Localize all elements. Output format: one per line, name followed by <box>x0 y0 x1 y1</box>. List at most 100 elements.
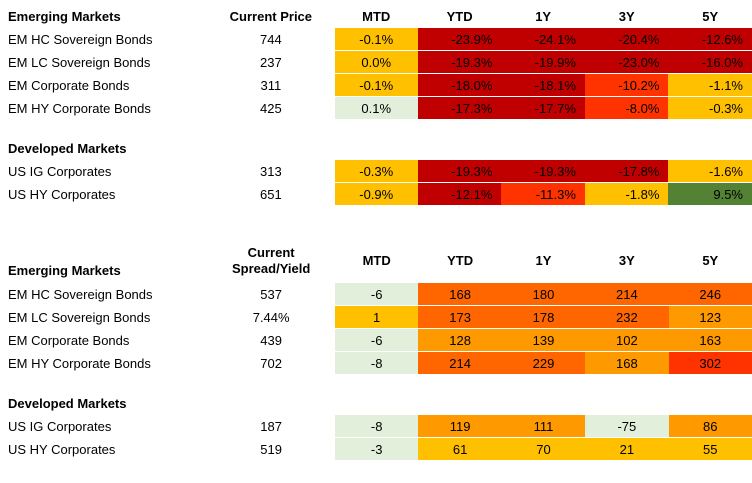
table-row: EM Corporate Bonds 311 -0.1% -18.0% -18.… <box>8 74 752 96</box>
1y-cell: 70 <box>501 438 586 460</box>
5y-cell: -16.0% <box>668 51 752 73</box>
column-header-ytd: YTD <box>446 8 473 24</box>
current-spread-cell: 702 <box>260 355 282 371</box>
table-row: US HY Corporates 651 -0.9% -12.1% -11.3%… <box>8 183 752 205</box>
mtd-cell: -0.9% <box>334 183 418 205</box>
spacer-row <box>8 375 752 391</box>
5y-cell: -0.3% <box>668 97 752 119</box>
current-price-cell: 313 <box>259 163 282 179</box>
header-line-1: Current <box>247 244 295 260</box>
row-label: EM HY Corporate Bonds <box>8 100 151 116</box>
mtd-cell: -6 <box>334 329 419 351</box>
3y-cell: 102 <box>585 329 669 351</box>
3y-cell: -20.4% <box>584 28 669 50</box>
section-header-developed-markets: Developed Markets <box>8 140 127 156</box>
section-row: Developed Markets <box>8 392 752 414</box>
mtd-cell: -8 <box>334 415 419 437</box>
row-label: EM HC Sovereign Bonds <box>8 286 153 302</box>
1y-cell: 180 <box>501 283 586 305</box>
5y-cell: -1.6% <box>668 160 752 182</box>
ytd-cell: 214 <box>418 352 502 374</box>
row-label: US IG Corporates <box>8 163 112 179</box>
spacer-row <box>8 120 752 136</box>
row-label: EM HC Sovereign Bonds <box>8 31 153 47</box>
1y-cell: 178 <box>501 306 586 328</box>
column-header-1y: 1Y <box>535 8 552 24</box>
header-line-2: Spread/Yield <box>232 260 311 276</box>
1y-cell: 229 <box>501 352 586 374</box>
ytd-cell: 128 <box>418 329 502 351</box>
table-row: EM HC Sovereign Bonds 537 -6 168 180 214… <box>8 283 752 305</box>
current-price-cell: 425 <box>259 100 282 116</box>
section-header-developed-markets: Developed Markets <box>8 395 127 411</box>
5y-cell: 302 <box>668 352 752 374</box>
mtd-cell: -0.3% <box>334 160 418 182</box>
row-label: EM Corporate Bonds <box>8 77 130 93</box>
table-row: US HY Corporates 519 -3 61 70 21 55 <box>8 438 752 460</box>
current-price-cell: 744 <box>259 31 282 47</box>
column-header-1y: 1Y <box>535 252 552 268</box>
5y-cell: -1.1% <box>668 74 752 96</box>
5y-cell: 9.5% <box>668 183 752 205</box>
column-header-5y: 5Y <box>702 8 719 24</box>
1y-cell: -18.1% <box>501 74 585 96</box>
5y-cell: 86 <box>668 415 752 437</box>
row-label: US HY Corporates <box>8 186 116 202</box>
5y-cell: 55 <box>668 438 752 460</box>
1y-cell: -19.3% <box>501 160 585 182</box>
current-spread-cell: 519 <box>260 441 282 457</box>
column-header-3y: 3Y <box>618 8 635 24</box>
current-spread-cell: 439 <box>260 332 282 348</box>
table-row: EM LC Sovereign Bonds 237 0.0% -19.3% -1… <box>8 51 752 73</box>
row-label: EM HY Corporate Bonds <box>8 355 151 371</box>
section-header-emerging-markets: Emerging Markets <box>8 8 121 24</box>
column-header-current-spread-yield: Current Spread/Yield <box>207 239 335 282</box>
price-returns-table: Emerging Markets Current Price MTD YTD 1… <box>8 4 752 206</box>
current-spread-cell: 187 <box>260 418 282 434</box>
row-label: EM LC Sovereign Bonds <box>8 54 151 70</box>
column-header-5y: 5Y <box>702 252 719 268</box>
row-label: EM Corporate Bonds <box>8 332 130 348</box>
table-row: EM HC Sovereign Bonds 744 -0.1% -23.9% -… <box>8 28 752 50</box>
ytd-cell: 61 <box>418 438 502 460</box>
mtd-cell: -6 <box>334 283 419 305</box>
current-price-cell: 237 <box>259 54 282 70</box>
section-row: Developed Markets <box>8 137 752 159</box>
5y-cell: 163 <box>668 329 752 351</box>
ytd-cell: -23.9% <box>417 28 502 50</box>
1y-cell: -11.3% <box>501 183 585 205</box>
1y-cell: -17.7% <box>501 97 585 119</box>
mtd-cell: -3 <box>334 438 419 460</box>
3y-cell: 232 <box>585 306 669 328</box>
mtd-cell: -0.1% <box>334 28 418 50</box>
column-header-ytd: YTD <box>447 252 474 268</box>
3y-cell: 168 <box>585 352 669 374</box>
3y-cell: -17.8% <box>584 160 669 182</box>
3y-cell: -75 <box>585 415 669 437</box>
5y-cell: 246 <box>668 283 752 305</box>
3y-cell: -10.2% <box>584 74 669 96</box>
table-row: US IG Corporates 313 -0.3% -19.3% -19.3%… <box>8 160 752 182</box>
mtd-cell: 0.0% <box>334 51 418 73</box>
spread-yield-table: Emerging Markets Current Spread/Yield MTD… <box>8 238 752 461</box>
3y-cell: -1.8% <box>584 183 669 205</box>
1y-cell: -19.9% <box>501 51 585 73</box>
row-label: EM LC Sovereign Bonds <box>8 309 151 325</box>
row-label: US HY Corporates <box>8 441 116 457</box>
table-row: EM Corporate Bonds 439 -6 128 139 102 16… <box>8 329 752 351</box>
mtd-cell: 0.1% <box>334 97 418 119</box>
1y-cell: 139 <box>501 329 586 351</box>
current-spread-cell: 537 <box>260 286 282 302</box>
5y-cell: 123 <box>668 306 752 328</box>
ytd-cell: -17.3% <box>417 97 502 119</box>
table-row: US IG Corporates 187 -8 119 111 -75 86 <box>8 415 752 437</box>
table-row: EM HY Corporate Bonds 425 0.1% -17.3% -1… <box>8 97 752 119</box>
3y-cell: 21 <box>585 438 669 460</box>
mtd-cell: -8 <box>334 352 419 374</box>
3y-cell: -23.0% <box>584 51 669 73</box>
section-header-emerging-markets: Emerging Markets <box>8 263 121 278</box>
table-row: EM LC Sovereign Bonds 7.44% 1 173 178 23… <box>8 306 752 328</box>
column-header-mtd: MTD <box>362 252 391 268</box>
header-row: Emerging Markets Current Price MTD YTD 1… <box>8 5 752 27</box>
